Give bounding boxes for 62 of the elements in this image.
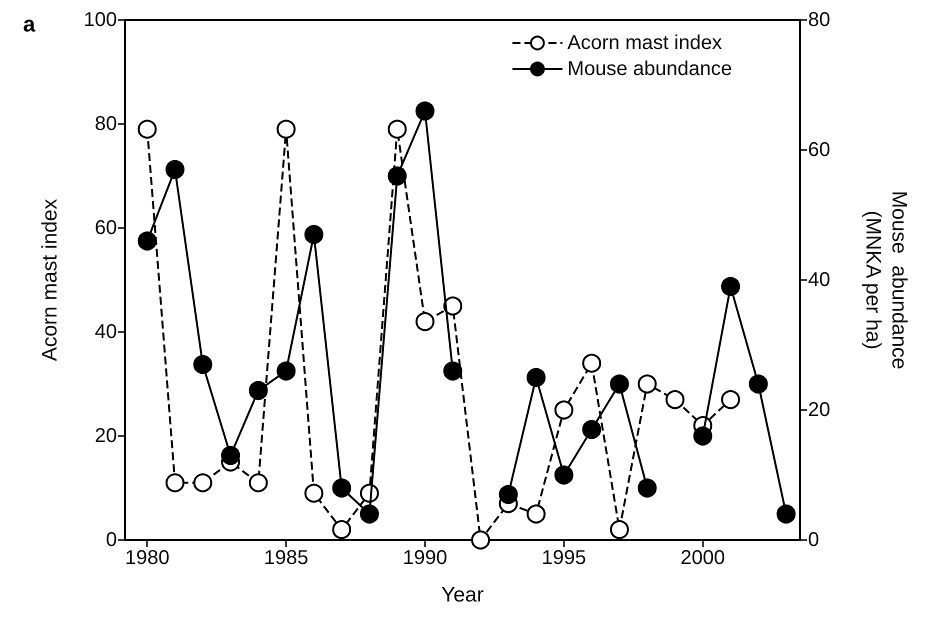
point (388, 166, 407, 186)
x-tick-label: 1985 (264, 547, 308, 569)
point (610, 520, 629, 540)
point (276, 120, 296, 139)
chart-title: a (23, 12, 36, 36)
point (166, 160, 184, 179)
point (304, 484, 324, 503)
legend-label: Acorn mast index (567, 32, 722, 54)
point (610, 374, 629, 394)
point (248, 473, 268, 492)
point (276, 362, 296, 380)
x-axis-title: Year (441, 584, 484, 606)
point (332, 520, 352, 540)
point (748, 374, 768, 394)
point (221, 446, 240, 465)
point (526, 504, 546, 524)
x-tick-label: 2000 (680, 547, 726, 569)
point (666, 390, 684, 410)
y2-tick-label: 20 (808, 399, 830, 421)
point (443, 362, 462, 380)
point (554, 400, 574, 420)
point (554, 466, 574, 484)
point (332, 478, 352, 498)
point (193, 355, 212, 374)
y-tick-label: 20 (94, 425, 117, 447)
point (443, 296, 462, 316)
point (471, 530, 490, 550)
y-tick-label: 100 (84, 9, 117, 31)
point (776, 504, 796, 524)
x-tick-label: 1990 (402, 547, 448, 569)
point (582, 420, 602, 439)
point (138, 120, 157, 139)
y-tick-label: 60 (94, 217, 117, 239)
point (416, 102, 434, 120)
legend-label: Mouse abundance (567, 58, 732, 80)
point (638, 478, 657, 498)
point (721, 277, 740, 296)
point (582, 354, 602, 373)
point (248, 381, 268, 400)
y2-axis-title: Mouse abundance (MNKA per ha) (862, 190, 910, 370)
y-axis-title: Acorn mast index (38, 198, 62, 362)
y2-tick-label: 40 (808, 269, 830, 291)
point (693, 426, 712, 446)
point (388, 120, 407, 139)
point (416, 312, 434, 332)
x-tick-label: 1980 (124, 547, 170, 569)
point (498, 485, 518, 504)
point (166, 473, 184, 492)
point (360, 504, 379, 524)
y2-tick-label: 0 (808, 529, 820, 551)
x-tick-label: 1995 (542, 547, 586, 569)
point (138, 232, 157, 250)
y2-tick-label: 80 (808, 9, 830, 31)
point (721, 390, 740, 410)
y-tick-label: 40 (94, 321, 117, 343)
y-tick-label: 0 (106, 529, 117, 551)
point (638, 374, 657, 394)
point (193, 473, 212, 492)
y-tick-label: 80 (94, 113, 117, 135)
point (304, 225, 324, 244)
y2-tick-label: 60 (808, 139, 830, 161)
point (526, 368, 546, 387)
